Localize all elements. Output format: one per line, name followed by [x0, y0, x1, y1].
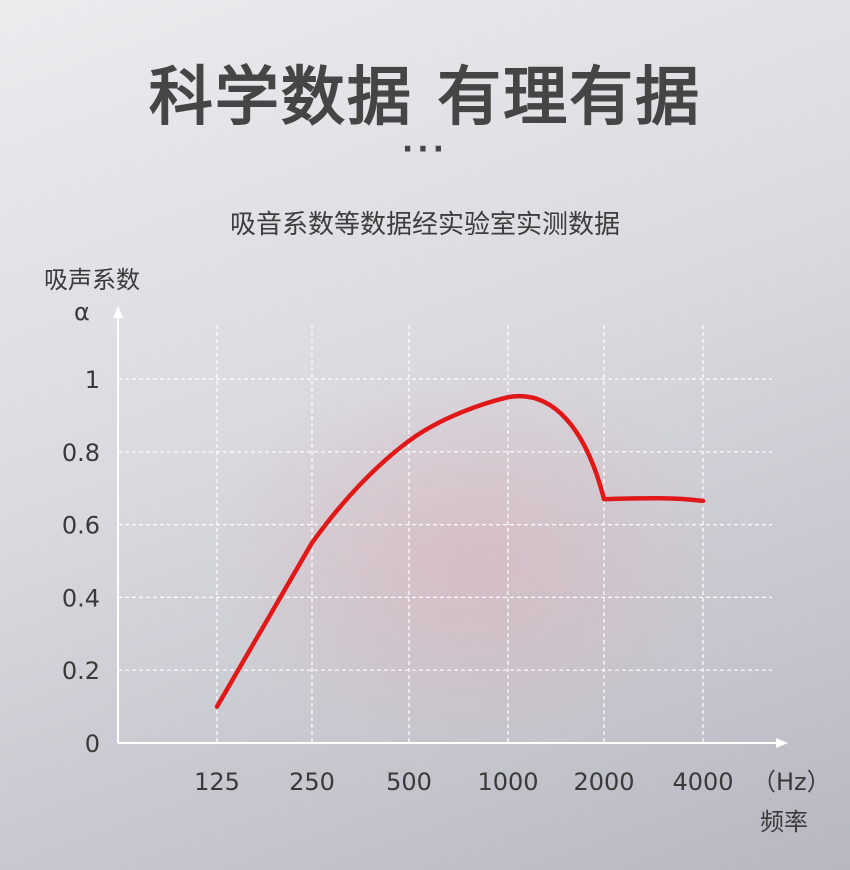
x-tick-label: 4000 — [672, 768, 733, 796]
area-glow — [210, 360, 730, 760]
y-axis-arrow-icon — [113, 306, 123, 318]
y-tick-label: 0.2 — [62, 657, 100, 685]
y-tick-label: 0.8 — [62, 439, 100, 467]
y-tick-label: 1 — [85, 366, 100, 394]
x-tick-label: 500 — [386, 768, 432, 796]
x-axis-arrow-icon — [776, 738, 788, 748]
y-tick-label: 0.6 — [62, 512, 100, 540]
y-tick-label: 0 — [85, 730, 100, 758]
x-tick-label: 2000 — [573, 768, 634, 796]
ellipsis-divider: ··· — [401, 132, 449, 167]
page-subtitle: 吸音系数等数据经实验室实测数据 — [229, 210, 620, 240]
x-tick-label: 1000 — [477, 768, 538, 796]
x-axis-unit: （Hz） — [752, 768, 831, 796]
x-axis-label: 频率 — [760, 808, 808, 836]
y-axis-symbol: α — [74, 298, 90, 326]
x-tick-label: 250 — [289, 768, 335, 796]
y-axis-label: 吸声系数 — [44, 266, 140, 294]
x-tick-label: 125 — [194, 768, 240, 796]
y-tick-label: 0.4 — [62, 584, 100, 612]
page-title: 科学数据 有理有据 — [148, 61, 702, 135]
